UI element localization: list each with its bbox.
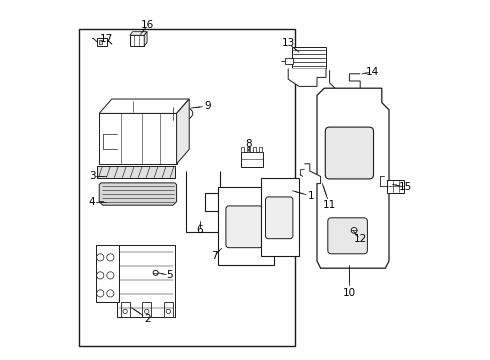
Bar	[261, 178, 299, 256]
Bar	[130, 35, 144, 46]
Bar	[241, 152, 263, 167]
Text: 11: 11	[323, 200, 336, 210]
FancyBboxPatch shape	[328, 218, 368, 254]
Bar	[99, 113, 176, 164]
Text: 15: 15	[398, 182, 412, 192]
Text: 4: 4	[89, 197, 96, 207]
Circle shape	[97, 290, 104, 297]
Text: 17: 17	[100, 34, 113, 44]
Text: 5: 5	[166, 270, 172, 280]
Polygon shape	[144, 32, 147, 46]
Circle shape	[97, 272, 104, 279]
Circle shape	[153, 270, 158, 275]
Text: 13: 13	[282, 38, 295, 48]
Polygon shape	[186, 171, 220, 232]
Polygon shape	[288, 68, 326, 86]
Text: 9: 9	[204, 101, 211, 111]
Bar	[292, 47, 326, 68]
Polygon shape	[99, 183, 176, 205]
Bar	[285, 58, 293, 64]
Bar	[242, 147, 245, 152]
Bar	[143, 302, 151, 317]
Circle shape	[166, 309, 171, 314]
Text: 1: 1	[308, 191, 315, 201]
Circle shape	[145, 309, 149, 314]
Text: 6: 6	[196, 225, 203, 235]
Ellipse shape	[153, 104, 193, 122]
Bar	[247, 147, 250, 152]
Bar	[253, 147, 256, 152]
Bar	[117, 245, 175, 317]
FancyBboxPatch shape	[226, 206, 262, 248]
Polygon shape	[130, 32, 147, 35]
Text: 2: 2	[145, 314, 151, 324]
Text: 10: 10	[343, 288, 356, 298]
Bar	[99, 40, 102, 44]
Polygon shape	[330, 70, 360, 90]
Circle shape	[97, 254, 104, 261]
Bar	[79, 29, 295, 346]
Circle shape	[159, 107, 171, 120]
Circle shape	[351, 228, 357, 233]
Circle shape	[107, 290, 114, 297]
Bar	[98, 38, 107, 46]
Text: 8: 8	[245, 139, 252, 149]
Circle shape	[174, 107, 187, 120]
Text: 3: 3	[89, 171, 96, 181]
Bar	[121, 302, 130, 317]
FancyBboxPatch shape	[266, 197, 293, 239]
Text: 12: 12	[354, 234, 367, 244]
Circle shape	[107, 272, 114, 279]
Text: 16: 16	[141, 20, 154, 30]
Polygon shape	[176, 99, 189, 164]
Polygon shape	[99, 99, 189, 113]
Text: 7: 7	[211, 251, 218, 261]
Bar	[218, 187, 274, 265]
Bar	[259, 147, 262, 152]
Bar	[164, 302, 173, 317]
Circle shape	[123, 309, 127, 314]
Polygon shape	[317, 88, 389, 268]
Bar	[98, 166, 175, 178]
Text: 14: 14	[366, 67, 379, 77]
Bar	[387, 180, 404, 193]
FancyBboxPatch shape	[325, 127, 373, 179]
Bar	[96, 245, 119, 302]
Circle shape	[107, 254, 114, 261]
Polygon shape	[304, 164, 320, 184]
